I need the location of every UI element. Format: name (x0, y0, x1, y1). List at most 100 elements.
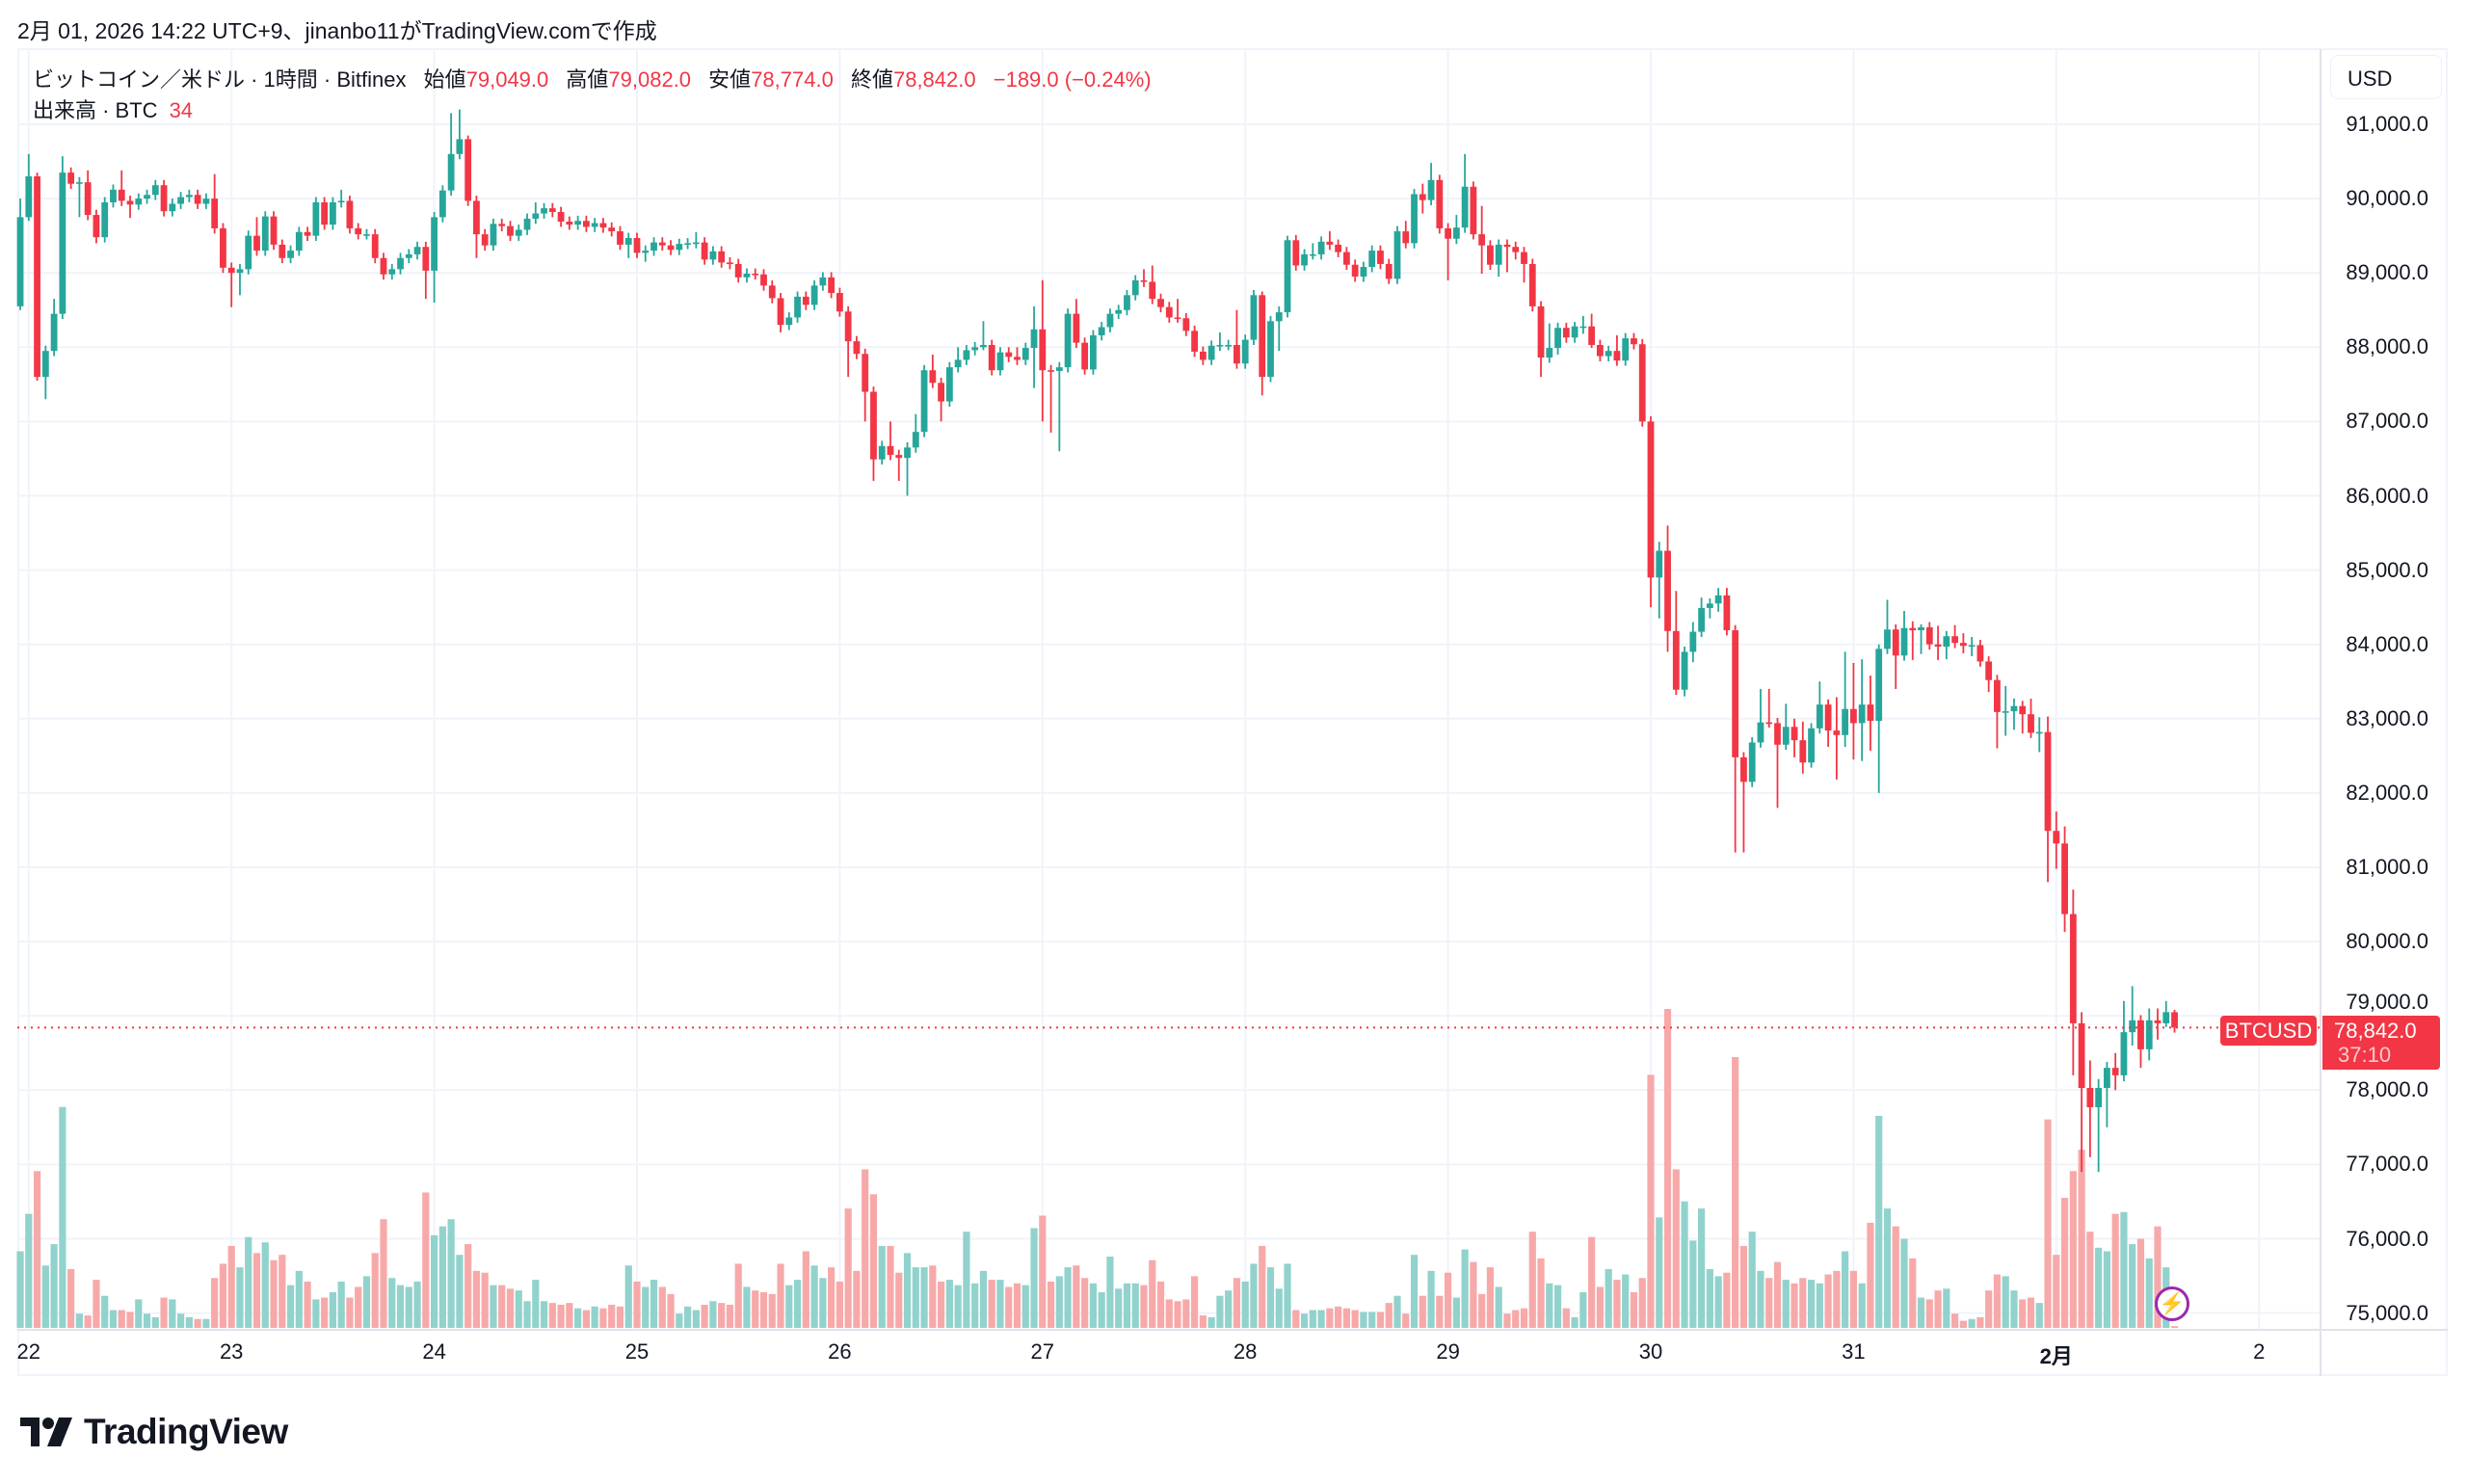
candle (2145, 1008, 2153, 1061)
volume-bar (532, 1280, 540, 1328)
time-axis-label: 28 (1233, 1339, 1258, 1364)
volume-bar (1005, 1286, 1013, 1328)
candle (1613, 334, 1621, 366)
candle-body (1714, 595, 1722, 604)
volume-bar (557, 1304, 565, 1328)
candle-body (912, 432, 919, 448)
volume-bar (151, 1316, 159, 1328)
volume-bar (971, 1283, 979, 1328)
candle (878, 440, 886, 465)
candle-body (802, 296, 809, 305)
candle-body (413, 247, 421, 254)
volume-bar (658, 1286, 666, 1328)
candle-body (1689, 631, 1697, 652)
candle (1732, 624, 1739, 853)
candle (1900, 611, 1908, 661)
price-axis-label: 90,000.0 (2346, 186, 2428, 211)
candle (963, 344, 970, 365)
candle-body (862, 354, 869, 392)
candle (507, 221, 514, 242)
candle-body (515, 229, 522, 236)
candle (1106, 308, 1114, 332)
time-axis-label: 22 (16, 1339, 41, 1364)
candle (481, 228, 489, 252)
candle-body (929, 370, 937, 384)
candle (709, 246, 717, 265)
candle (1402, 221, 1410, 249)
volume-bar (1275, 1288, 1283, 1328)
candle-body (1377, 251, 1384, 264)
volume-bar (777, 1263, 784, 1328)
candle (904, 441, 911, 496)
candle (583, 215, 590, 232)
volume-bar (2078, 1150, 2085, 1328)
volume-bars (16, 1009, 2179, 1328)
last-price-label: 78,842.0 37:10 (2322, 1016, 2440, 1070)
candle (438, 185, 446, 223)
candle (371, 228, 379, 264)
volume-bar (380, 1219, 387, 1328)
close-value: 78,842.0 (892, 67, 976, 92)
volume-bar (2111, 1213, 2119, 1328)
candle (245, 230, 252, 275)
candle (785, 312, 793, 331)
volume-bar (862, 1169, 869, 1328)
volume-bar (785, 1285, 793, 1328)
candle (727, 257, 733, 270)
volume-bar (1520, 1308, 1528, 1328)
currency-button[interactable]: USD (2330, 55, 2442, 99)
volume-label[interactable]: 出来高 · BTC (33, 98, 158, 122)
candle (1351, 259, 1359, 282)
candle (2028, 698, 2034, 738)
volume-bar (836, 1281, 843, 1328)
candle-body (743, 273, 751, 278)
candle (456, 109, 464, 160)
candle (1478, 205, 1486, 274)
volume-bar (1546, 1283, 1553, 1328)
candle (1343, 247, 1350, 271)
volume-bar (676, 1313, 683, 1328)
candle-body (980, 344, 987, 348)
candle (41, 345, 49, 400)
candle (227, 262, 235, 307)
candle-body (1740, 756, 1747, 782)
candle-body (1951, 636, 1958, 644)
candle (2061, 826, 2068, 933)
chart-caption: 2月 01, 2026 14:22 UTC+9、jinanbo11がTradin… (17, 18, 657, 43)
volume-bar (523, 1301, 531, 1328)
candle-body (1918, 626, 1924, 631)
candle (1985, 656, 1993, 693)
volume-bar (2136, 1238, 2145, 1328)
candle-body (1259, 295, 1266, 378)
candle-body (405, 253, 412, 258)
candle-body (1613, 351, 1621, 361)
volume-bar (954, 1285, 962, 1328)
candle-body (1571, 326, 1578, 338)
candle-body (194, 195, 201, 204)
volume-bar (67, 1268, 75, 1328)
candle-body (295, 231, 303, 252)
lightning-icon[interactable]: ⚡ (2155, 1286, 2189, 1321)
candle (388, 263, 396, 280)
candle (2104, 1062, 2110, 1127)
volume-bar (1833, 1270, 1841, 1328)
candle-body (1631, 338, 1637, 345)
candle (16, 199, 24, 310)
candle (1968, 636, 1976, 657)
volume-bar (1149, 1259, 1156, 1328)
volume-bar (270, 1259, 278, 1328)
volume-bar (1259, 1245, 1266, 1328)
candle (1461, 153, 1469, 233)
candle-body (1039, 329, 1047, 371)
volume-bar (1081, 1278, 1089, 1328)
candle (270, 211, 278, 251)
tradingview-logo[interactable]: TradingView (20, 1412, 288, 1452)
symbol-title[interactable]: ビットコイン／米ドル · 1時間 · Bitfinex (33, 67, 407, 92)
volume-bar (540, 1301, 548, 1328)
candle-body (371, 234, 379, 258)
candle-body (1368, 251, 1376, 268)
candle (1925, 622, 1933, 650)
volume-bar (2027, 1297, 2035, 1328)
candle (1140, 269, 1148, 287)
